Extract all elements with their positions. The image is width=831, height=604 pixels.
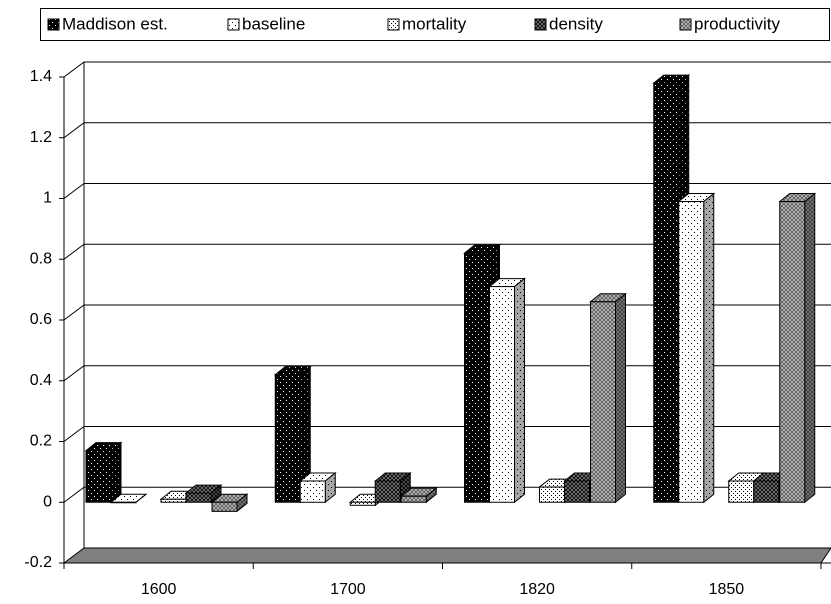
y-tick-label: 0.8 [30,250,52,267]
bar-side [135,493,147,503]
bar-side-shade [703,193,714,503]
legend-label: Maddison est. [62,14,168,33]
floor [62,547,831,564]
bar [489,286,515,503]
grid-line [63,304,831,321]
bar [400,495,427,503]
bar [678,201,705,503]
y-tick-label: 0.4 [30,372,52,389]
y-tick-label: 1 [43,190,52,207]
legend-label: density [549,14,603,33]
bar [349,501,376,506]
grid-line [63,365,831,382]
bar [590,301,616,503]
y-tick-label: 0.6 [30,311,52,328]
bar [779,201,806,503]
legend-swatch [227,18,240,31]
legend-swatch [47,18,60,31]
bar [274,374,301,503]
bar-side-shade [804,193,815,503]
bar [110,501,137,504]
bar-side-shade [300,366,311,503]
bar [464,252,490,503]
grid-line [63,61,831,78]
x-tick-label: 1850 [709,581,745,598]
y-tick-label: 1.2 [30,129,52,146]
bar [728,480,755,503]
bar [160,498,187,503]
y-tick-label: -0.2 [24,554,52,571]
legend-swatch [387,18,400,31]
bar [753,480,780,503]
bar-side-shade [514,278,525,503]
bar-side-shade [237,494,247,512]
bar [539,486,565,503]
legend-box [40,8,830,41]
bar-side-shade [325,472,336,503]
grid-line [63,243,831,260]
x-tick-label: 1820 [519,581,555,598]
bar-side-shade [426,488,437,503]
bar [564,480,590,503]
x-tick-label: 1600 [141,581,177,598]
y-tick-label: 1.4 [30,68,52,85]
legend-swatch [679,18,692,31]
grid-line [63,426,831,442]
grid-line [63,183,831,199]
bar [299,480,326,503]
y-tick-label: 0.2 [30,433,52,450]
bar-side-shade [615,293,626,503]
bar [374,480,401,503]
bar [211,501,238,512]
legend-label: baseline [242,14,305,33]
legend-label: productivity [694,14,780,33]
legend-swatch [534,18,547,31]
grid-line [63,122,831,139]
legend-label: mortality [402,14,467,33]
bar-side-shade [211,485,221,503]
y-tick-label: 0 [43,493,52,510]
bar [185,492,212,503]
bar-side-shade [111,442,121,503]
bar [653,82,680,503]
bar [85,450,112,503]
x-tick-label: 1700 [330,581,366,598]
